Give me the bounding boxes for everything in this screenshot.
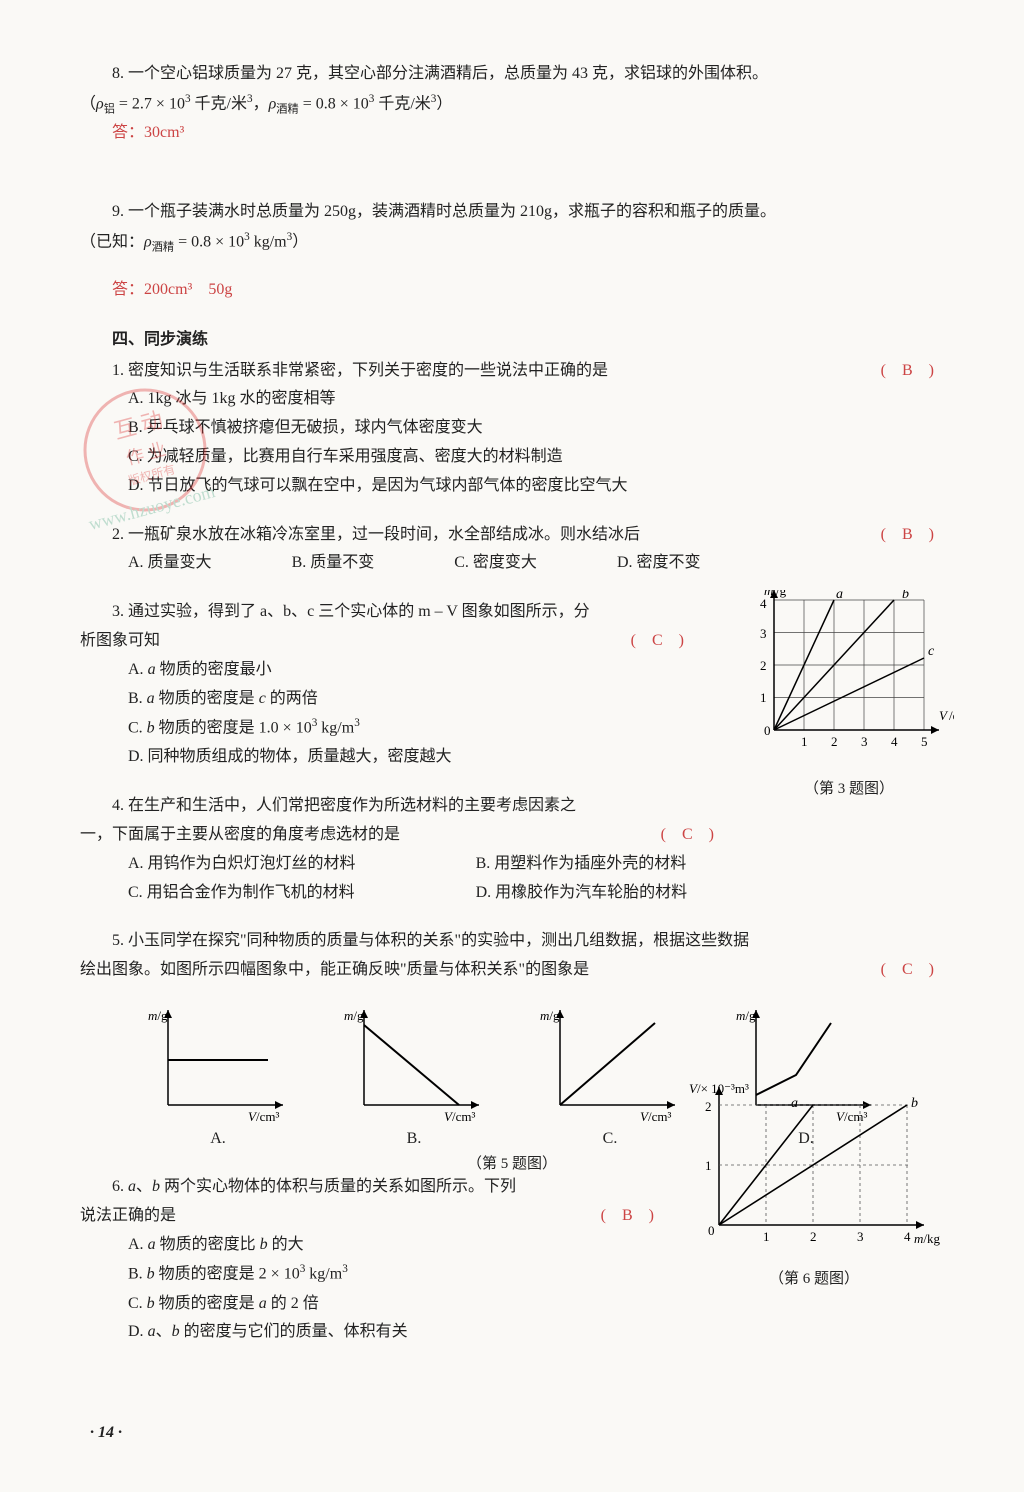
- question-4: 4. 在生产和生活中，人们常把密度作为所选材料的主要考虑因素之 一，下面属于主要…: [80, 792, 944, 907]
- svg-text:2: 2: [705, 1099, 712, 1114]
- q3-optD: D. 同种物质组成的物体，质量越大，密度越大: [128, 743, 714, 772]
- q6-optC: C. b 物质的密度是 a 的 2 倍: [128, 1290, 664, 1319]
- svg-text:/cm³: /cm³: [949, 708, 954, 723]
- q3-stem1: 3. 通过实验，得到了 a、b、c 三个实心体的 m – V 图象如图所示，分: [112, 603, 590, 620]
- q9-formula: （已知：ρ酒精 = 0.8 × 103 kg/m3）: [80, 227, 944, 258]
- q5-answer: ( C ): [881, 956, 934, 985]
- q5-label-a: A.: [143, 1130, 293, 1148]
- svg-text:m/g: m/g: [344, 1008, 364, 1023]
- q6-optA: A. a 物质的密度比 b 的大: [128, 1231, 664, 1260]
- q5-fig-a: m/g V/cm³ A.: [143, 1005, 293, 1148]
- q8-answer: 答：30cm³: [112, 119, 944, 148]
- svg-text:1: 1: [801, 734, 808, 749]
- q5-label-b: B.: [339, 1130, 489, 1148]
- q5-fig-c: m/g V/cm³ C.: [535, 1005, 685, 1148]
- q2-optB: B. 质量不变: [292, 549, 375, 578]
- q2-stem: 2. 一瓶矿泉水放在冰箱冷冻室里，过一段时间，水全部结成冰。则水结冰后: [112, 526, 640, 543]
- svg-text:a: a: [836, 590, 843, 602]
- q2-optD: D. 密度不变: [617, 549, 701, 578]
- page-number: · 14 ·: [90, 1424, 122, 1442]
- q1-answer: ( B ): [849, 357, 934, 386]
- svg-text:3: 3: [857, 1229, 864, 1244]
- svg-text:3: 3: [760, 626, 767, 641]
- svg-text:4: 4: [904, 1229, 911, 1244]
- q6-stem1: 6. a、b 两个实心物体的体积与质量的关系如图所示。下列: [112, 1178, 516, 1195]
- q5-fig-b: m/g V/cm³ B.: [339, 1005, 489, 1148]
- svg-text:2: 2: [831, 734, 838, 749]
- q1-optD: D. 节日放飞的气球可以飘在空中，是因为气球内部气体的密度比空气大: [128, 472, 944, 501]
- svg-text:b: b: [911, 1096, 918, 1111]
- svg-text:4: 4: [760, 596, 767, 611]
- q4-optD: D. 用橡胶作为汽车轮胎的材料: [476, 879, 688, 908]
- svg-text:1: 1: [705, 1158, 712, 1173]
- question-5: 5. 小玉同学在探究"同种物质的质量与体积的关系"的实验中，测出几组数据，根据这…: [80, 927, 944, 985]
- q5-stem2: 绘出图象。如图所示四幅图象中，能正确反映"质量与体积关系"的图象是: [80, 961, 589, 978]
- q4-optA: A. 用钨作为白炽灯泡灯丝的材料: [128, 850, 356, 879]
- q9-answer: 答：200cm³ 50g: [112, 276, 944, 305]
- q5-label-c: C.: [535, 1130, 685, 1148]
- q3-figure: a b c m/g V/cm³ 0 12 34 5 12 34 （第 3 题图）: [744, 590, 954, 798]
- q1-optB: B. 乒乓球不慎被挤瘪但无破损，球内气体密度变大: [128, 414, 944, 443]
- svg-text:a: a: [791, 1096, 798, 1111]
- section-title: 四、同步演练: [112, 325, 944, 349]
- svg-text:m/kg: m/kg: [914, 1231, 941, 1246]
- question-1: 1. 密度知识与生活联系非常紧密，下列关于密度的一些说法中正确的是 ( B ) …: [80, 357, 944, 501]
- svg-text:4: 4: [891, 734, 898, 749]
- q4-optC: C. 用铝合金作为制作飞机的材料: [128, 879, 356, 908]
- q6-answer: ( B ): [601, 1202, 654, 1231]
- q1-stem: 1. 密度知识与生活联系非常紧密，下列关于密度的一些说法中正确的是: [112, 362, 608, 379]
- svg-text:1: 1: [760, 690, 767, 705]
- q4-stem1: 4. 在生产和生活中，人们常把密度作为所选材料的主要考虑因素之: [112, 797, 576, 814]
- q1-optC: C. 为减轻质量，比赛用自行车采用强度高、密度大的材料制造: [128, 443, 944, 472]
- svg-text:2: 2: [810, 1229, 817, 1244]
- q3-optA: A. a 物质的密度最小: [128, 656, 714, 685]
- q8-formula: （ρ铝 = 2.7 × 103 千克/米3，ρ酒精 = 0.8 × 103 千克…: [80, 89, 944, 120]
- q6-fig-caption: （第 6 题图）: [684, 1267, 944, 1288]
- q4-stem2: 一，下面属于主要从密度的角度考虑选材的是: [80, 826, 400, 843]
- q3-answer: ( C ): [631, 627, 684, 656]
- svg-text:5: 5: [921, 734, 928, 749]
- svg-text:0: 0: [708, 1223, 715, 1238]
- q6-optD: D. a、b 的密度与它们的质量、体积有关: [128, 1318, 664, 1347]
- svg-text:m/g: m/g: [736, 1008, 756, 1023]
- q4-optB: B. 用塑料作为插座外壳的材料: [476, 850, 688, 879]
- q2-optA: A. 质量变大: [128, 549, 212, 578]
- svg-text:V/cm³: V/cm³: [444, 1109, 475, 1124]
- question-8: 8. 一个空心铝球质量为 27 克，其空心部分注满酒精后，总质量为 43 克，求…: [80, 60, 944, 148]
- q6-optB: B. b 物质的密度是 2 × 103 kg/m3: [128, 1259, 664, 1289]
- svg-text:2: 2: [760, 658, 767, 673]
- q5-stem1: 5. 小玉同学在探究"同种物质的质量与体积的关系"的实验中，测出几组数据，根据这…: [112, 932, 749, 949]
- q2-answer: ( B ): [849, 521, 934, 550]
- q2-optC: C. 密度变大: [454, 549, 537, 578]
- question-2: 2. 一瓶矿泉水放在冰箱冷冻室里，过一段时间，水全部结成冰。则水结冰后 ( B …: [80, 521, 944, 579]
- q9-text: 9. 一个瓶子装满水时总质量为 250g，装满酒精时总质量为 210g，求瓶子的…: [80, 198, 944, 227]
- svg-text:V/cm³: V/cm³: [640, 1109, 671, 1124]
- svg-text:0: 0: [764, 723, 771, 738]
- q3-optC: C. b 物质的密度是 1.0 × 103 kg/m3: [128, 713, 714, 743]
- svg-text:3: 3: [861, 734, 868, 749]
- svg-text:b: b: [902, 590, 909, 602]
- q3-stem2: 析图象可知: [80, 632, 160, 649]
- q4-answer: ( C ): [661, 821, 714, 850]
- q6-stem2: 说法正确的是: [80, 1207, 176, 1224]
- svg-text:/g: /g: [776, 590, 787, 598]
- svg-text:1: 1: [763, 1229, 770, 1244]
- q6-figure: a b V/× 10⁻³m³ m/kg 0 1 2 3 4 1 2 （第 6 题图）: [684, 1080, 944, 1288]
- svg-text:m/g: m/g: [540, 1008, 560, 1023]
- svg-text:V/× 10⁻³m³: V/× 10⁻³m³: [689, 1081, 749, 1096]
- q3-fig-caption: （第 3 题图）: [744, 777, 954, 798]
- svg-text:V/cm³: V/cm³: [248, 1109, 279, 1124]
- q1-optA: A. 1kg 冰与 1kg 水的密度相等: [128, 385, 944, 414]
- question-9: 9. 一个瓶子装满水时总质量为 250g，装满酒精时总质量为 210g，求瓶子的…: [80, 198, 944, 304]
- svg-text:c: c: [928, 644, 935, 659]
- q3-optB: B. a 物质的密度是 c 的两倍: [128, 685, 714, 714]
- q8-text: 8. 一个空心铝球质量为 27 克，其空心部分注满酒精后，总质量为 43 克，求…: [80, 60, 944, 89]
- svg-text:V: V: [939, 708, 949, 723]
- svg-text:m/g: m/g: [148, 1008, 168, 1023]
